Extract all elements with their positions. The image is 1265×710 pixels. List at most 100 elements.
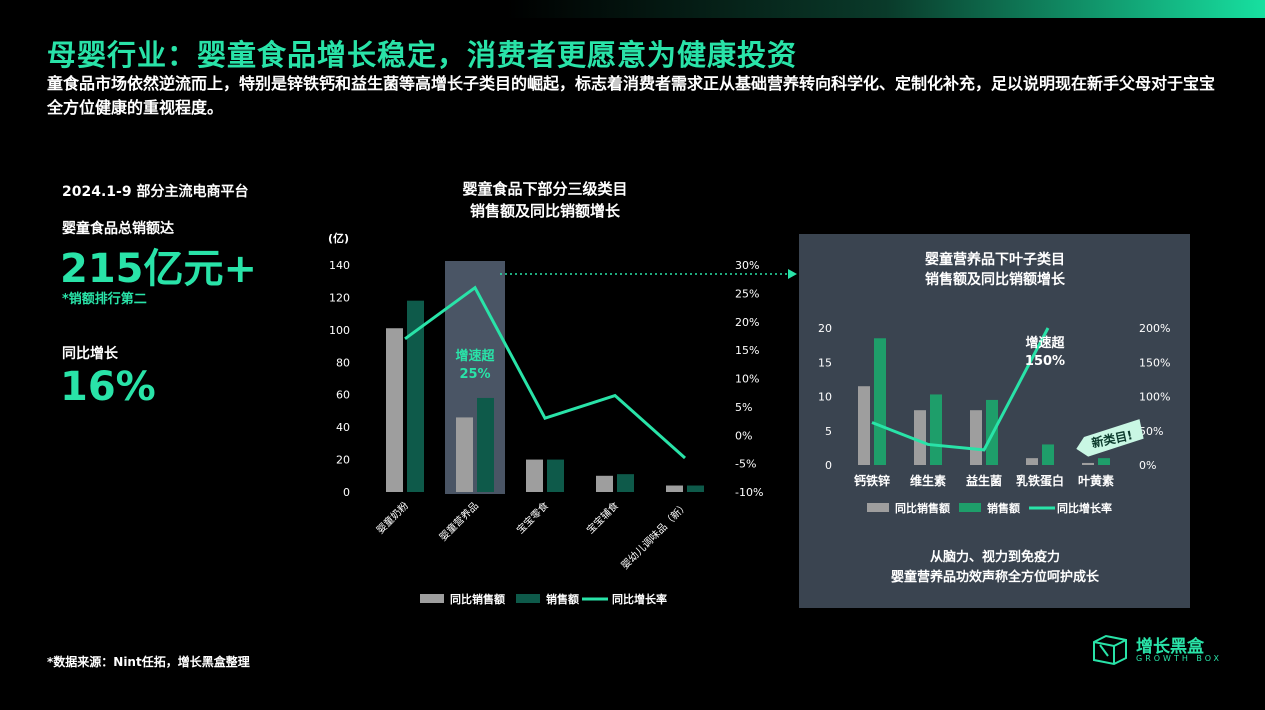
chart1-right-tick: -5% <box>735 458 756 471</box>
kpi-period: 2024.1-9 部分主流电商平台 <box>62 184 249 200</box>
chart1-title: 婴童食品下部分三级类目 <box>462 180 627 198</box>
chart1-legend-swatch <box>516 594 540 603</box>
chart1-left-tick: 0 <box>343 486 350 499</box>
kpi-sales-note: *销额排行第二 <box>62 292 147 307</box>
chart1-annotation: 增速超 <box>455 348 495 364</box>
chart1-right-tick: 20% <box>735 316 759 329</box>
chart1-legend-label: 销售额 <box>546 592 579 606</box>
chart2-right-tick: 50% <box>1139 425 1163 438</box>
chart1-left-tick: 60 <box>336 389 350 402</box>
chart1-legend-label: 同比增长率 <box>612 592 667 606</box>
chart2-category-label: 益生菌 <box>966 473 1002 488</box>
new-tag-shape <box>1076 419 1144 457</box>
chart2-left-tick: 20 <box>818 322 832 335</box>
chart2-annotation: 增速超 <box>1025 335 1065 351</box>
chart2-legend-swatch <box>959 503 981 512</box>
chart1-bar-prev <box>666 485 683 492</box>
chart1-bar-prev <box>526 459 543 492</box>
chart2-bar-prev <box>970 410 982 465</box>
chart2-category-label: 维生素 <box>910 473 946 488</box>
chart1-bar-sales <box>477 397 494 492</box>
chart1-right-tick: 0% <box>735 429 752 442</box>
chart1-left-tick: 80 <box>336 356 350 369</box>
kpi-sales-label: 婴童食品总销额达 <box>62 221 174 237</box>
nutrition-subcategory-chart: 婴童营养品下叶子类目销售额及同比销额增长051015200%50%100%150… <box>818 251 1170 585</box>
chart2-footer: 从脑力、视力到免疫力 <box>930 549 1060 565</box>
kpi-growth-label: 同比增长 <box>62 346 118 362</box>
chart1-right-tick: 15% <box>735 344 759 357</box>
chart1-category-label: 婴幼儿调味品（新） <box>618 499 691 572</box>
chart1-left-tick: 100 <box>329 324 350 337</box>
chart1-right-tick: 25% <box>735 287 759 300</box>
chart2-right-tick: 200% <box>1139 322 1170 335</box>
chart1-annotation: 25% <box>459 367 490 382</box>
chart2-annotation: 150% <box>1025 354 1065 369</box>
chart1-bar-prev <box>456 417 473 492</box>
chart1-bar-sales <box>687 485 704 492</box>
chart1-category-label: 宝宝零食 <box>514 499 551 536</box>
chart1-left-tick: 40 <box>336 421 350 434</box>
chart2-legend-label: 同比增长率 <box>1057 501 1112 515</box>
chart2-category-label: 钙铁锌 <box>854 473 890 488</box>
chart1-bar-sales <box>617 474 634 492</box>
chart1-unit-label: (亿) <box>328 231 349 245</box>
chart1-legend-label: 同比销售额 <box>450 592 505 606</box>
logo-sub: GROWTH BOX <box>1136 654 1223 663</box>
chart1-right-tick: 5% <box>735 401 752 414</box>
chart2-left-tick: 10 <box>818 391 832 404</box>
box-logo-icon <box>1093 634 1127 666</box>
chart1-bar-sales <box>407 300 424 492</box>
logo-name: 增长黑盒 <box>1136 637 1204 657</box>
chart1-category-label: 婴童奶粉 <box>374 499 411 536</box>
chart2-title: 销售额及同比销额增长 <box>925 271 1066 288</box>
chart2-bar-sales <box>930 394 942 465</box>
chart2-bar-prev <box>858 386 870 465</box>
chart1-right-tick: 10% <box>735 373 759 386</box>
chart2-bar-sales <box>874 338 886 465</box>
chart1-right-tick: 30% <box>735 259 759 272</box>
chart1-bar-prev <box>596 475 613 492</box>
chart1-category-label: 宝宝辅食 <box>584 499 621 536</box>
chart2-new-tag: 新类目! <box>1076 419 1144 457</box>
chart1-left-tick: 20 <box>336 454 350 467</box>
chart1-title: 销售额及同比销额增长 <box>470 202 621 220</box>
top-gradient-bar <box>0 0 1265 18</box>
chart1-right-tick: -10% <box>735 486 763 499</box>
chart1-legend-swatch <box>420 594 444 603</box>
chart2-left-tick: 15 <box>818 356 832 369</box>
chart2-left-tick: 5 <box>825 425 832 438</box>
chart1-category-label: 婴童营养品 <box>437 499 482 544</box>
kpi-growth-value: 16% <box>60 364 156 410</box>
chart2-category-label: 叶黄素 <box>1078 473 1114 488</box>
page-title: 母婴行业：婴童食品增长稳定，消费者更愿意为健康投资 <box>47 38 798 72</box>
page-subtitle: 童食品市场依然逆流而上，特别是锌铁钙和益生菌等高增长子类目的崛起，标志着消费者需… <box>47 74 1216 117</box>
chart1-bar-sales <box>547 459 564 492</box>
chart2-growth-line <box>871 327 1050 452</box>
chart2-footer: 婴童营养品功效声称全方位呵护成长 <box>891 569 1100 585</box>
chart2-title: 婴童营养品下叶子类目 <box>925 251 1065 268</box>
chart2-right-tick: 0% <box>1139 459 1156 472</box>
chart2-bar-sales <box>1098 458 1110 465</box>
chart2-bar-sales <box>1042 444 1054 465</box>
chart1-left-tick: 120 <box>329 291 350 304</box>
connector-arrow <box>500 269 797 279</box>
chart1-highlight-band <box>445 261 505 494</box>
chart1-left-tick: 140 <box>329 259 350 272</box>
chart2-right-tick: 150% <box>1139 356 1170 369</box>
chart2-left-tick: 0 <box>825 459 832 472</box>
nutrition-detail-panel: 婴童营养品下叶子类目 销售额及同比销额增长 0 5 10 15 20 0% 50% 100% 150… <box>799 234 1190 608</box>
kpi-sales-value: 215亿元+ <box>60 246 258 292</box>
chart2-legend-label: 同比销售额 <box>895 501 950 515</box>
chart2-right-tick: 100% <box>1139 391 1170 404</box>
data-source-note: *数据来源：Nint任拓，增长黑盒整理 <box>47 655 250 669</box>
chart2-bar-prev <box>1082 462 1094 465</box>
chart2-legend-swatch <box>867 503 889 512</box>
growth-box-logo: 增长黑盒 GROWTH BOX <box>1090 632 1230 672</box>
chart1-growth-line <box>404 285 686 460</box>
chart1-bar-prev <box>386 328 403 492</box>
chart2-bar-prev <box>914 410 926 465</box>
chart2-bar-prev <box>1026 458 1038 465</box>
chart2-category-label: 乳铁蛋白 <box>1016 473 1064 488</box>
chart2-legend-label: 销售额 <box>987 501 1020 515</box>
